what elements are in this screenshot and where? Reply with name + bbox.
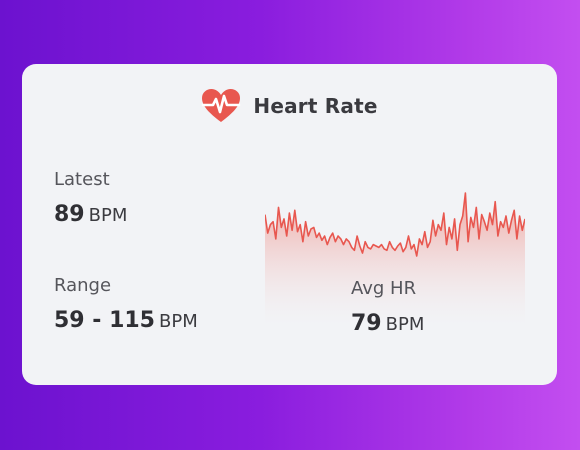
heart-pulse-icon	[201, 88, 241, 124]
avg-label: Avg HR	[351, 278, 417, 299]
range-unit: BPM	[159, 311, 198, 332]
range-label: Range	[54, 275, 112, 296]
latest-value: 89 BPM	[54, 198, 127, 233]
avg-unit: BPM	[385, 314, 425, 335]
range-value: 59 - 115 BPM	[54, 304, 198, 339]
latest-unit: BPM	[88, 205, 128, 226]
heart-rate-card: Heart Rate Latest 89 BPM Range 59 - 115 BP…	[22, 64, 557, 385]
card-title: Heart Rate	[253, 94, 378, 118]
avg-value: 79 BPM	[351, 307, 424, 342]
latest-stat: Latest 89 BPM	[54, 168, 127, 233]
heart-rate-line	[265, 192, 525, 257]
latest-number: 89	[54, 202, 85, 227]
latest-label: Latest	[54, 169, 110, 190]
avg-stat: Avg HR 79 BPM	[351, 277, 424, 342]
range-stat: Range 59 - 115 BPM	[54, 274, 198, 339]
card-header: Heart Rate	[22, 86, 557, 126]
range-number: 59 - 115	[54, 308, 155, 333]
heart-rate-chart	[265, 192, 525, 325]
avg-number: 79	[351, 311, 382, 336]
